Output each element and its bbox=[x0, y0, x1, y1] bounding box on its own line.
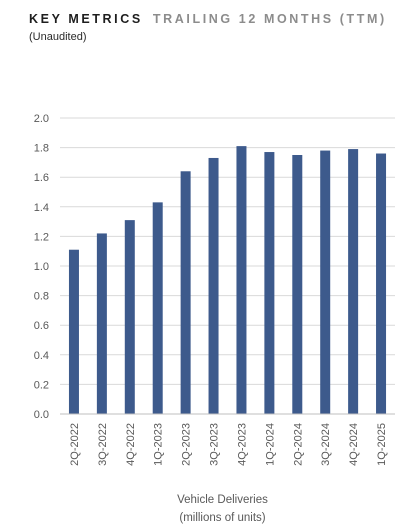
x-tick-label: 2Q-2023 bbox=[181, 423, 193, 466]
y-tick-label: 0.6 bbox=[34, 320, 49, 332]
bar bbox=[348, 149, 359, 414]
bar bbox=[96, 233, 107, 414]
y-tick-label: 0.0 bbox=[34, 409, 49, 421]
x-tick-label: 4Q-2024 bbox=[348, 423, 360, 466]
y-tick-label: 1.2 bbox=[34, 231, 49, 243]
bar bbox=[320, 150, 331, 414]
chart-title: KEY METRICS bbox=[29, 12, 143, 26]
bars bbox=[68, 146, 387, 415]
y-tick-label: 0.8 bbox=[34, 291, 49, 303]
chart-title-suffix: TRAILING 12 MONTHS (TTM) bbox=[152, 12, 387, 26]
x-axis-title: Vehicle Deliveries bbox=[177, 494, 268, 506]
bar bbox=[152, 202, 163, 414]
y-tick-label: 1.0 bbox=[34, 261, 49, 273]
bar bbox=[68, 249, 79, 414]
x-axis-title-units: (millions of units) bbox=[179, 512, 265, 524]
bar bbox=[180, 171, 191, 414]
gridlines bbox=[60, 117, 395, 385]
chart-header: KEY METRICS TRAILING 12 MONTHS (TTM) (Un… bbox=[29, 11, 387, 44]
bar bbox=[208, 157, 219, 414]
x-tick-label: 3Q-2024 bbox=[320, 423, 332, 466]
bar bbox=[236, 146, 247, 414]
x-tick-label: 3Q-2023 bbox=[209, 423, 221, 466]
x-axis-ticks: 2Q-2022 3Q-2022 4Q-2022 1Q-2023 2Q-2023 3Q-20… bbox=[69, 423, 388, 466]
chart-title-line: KEY METRICS TRAILING 12 MONTHS (TTM) bbox=[29, 11, 387, 27]
bar bbox=[264, 152, 275, 415]
x-tick-label: 1Q-2024 bbox=[264, 423, 276, 466]
y-tick-label: 1.6 bbox=[34, 172, 49, 184]
x-tick-label: 4Q-2023 bbox=[236, 423, 248, 466]
y-tick-label: 0.2 bbox=[34, 379, 49, 391]
y-tick-label: 1.8 bbox=[34, 143, 49, 155]
y-tick-label: 2.0 bbox=[34, 113, 49, 125]
x-tick-label: 1Q-2025 bbox=[376, 423, 388, 466]
x-tick-label: 3Q-2022 bbox=[97, 423, 109, 466]
bar bbox=[124, 220, 135, 414]
chart-subtitle: (Unaudited) bbox=[29, 31, 87, 43]
x-tick-label: 4Q-2022 bbox=[125, 423, 137, 466]
x-tick-label: 1Q-2023 bbox=[153, 423, 165, 466]
x-tick-label: 2Q-2024 bbox=[292, 423, 304, 466]
y-axis-ticks: 0.0 0.2 0.4 0.6 0.8 1.0 1.2 1.4 1.6 1.8 2.0 bbox=[34, 113, 49, 421]
y-tick-label: 0.4 bbox=[34, 350, 49, 362]
bar bbox=[292, 155, 303, 414]
y-tick-label: 1.4 bbox=[34, 202, 49, 214]
bar bbox=[376, 153, 387, 414]
x-tick-label: 2Q-2022 bbox=[69, 423, 81, 466]
